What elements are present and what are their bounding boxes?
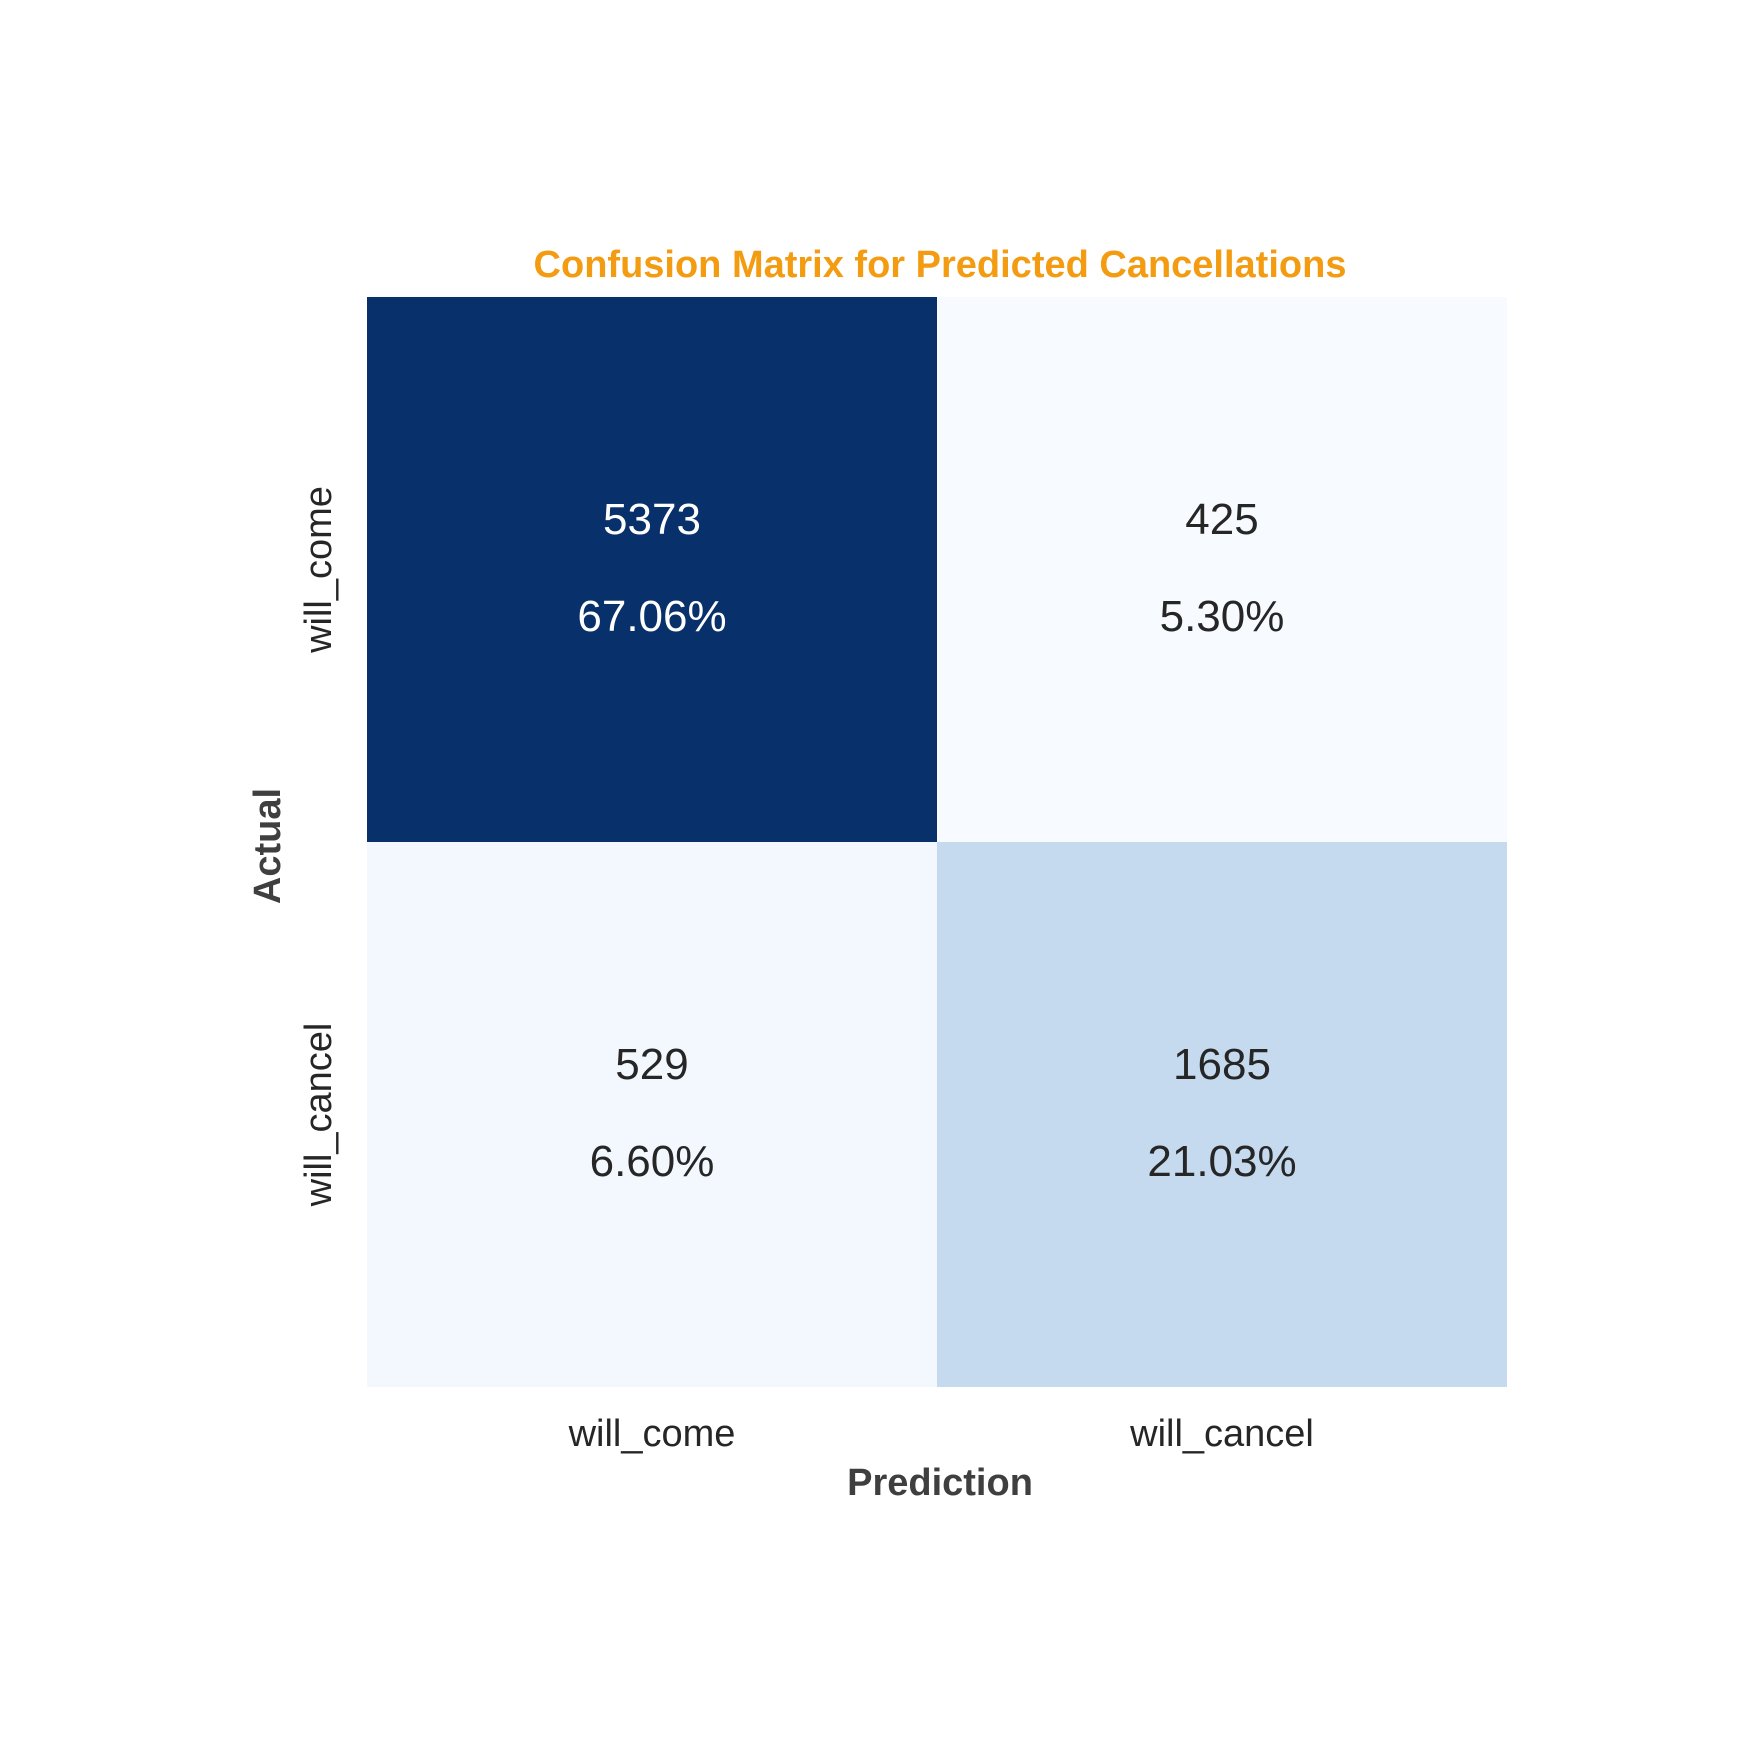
cell-percent-label: 5.30%	[1160, 592, 1285, 641]
x-tick-label: will_come	[568, 1413, 736, 1455]
y-tick-label: will_come	[298, 486, 340, 654]
heatmap-cell	[367, 842, 937, 1387]
cell-percent-label: 6.60%	[590, 1137, 715, 1186]
heatmap-cell	[937, 842, 1507, 1387]
x-axis-label: Prediction	[847, 1462, 1033, 1504]
y-axis-ticks: will_come will_cancel	[298, 486, 340, 1207]
heatmap-cell-labels: 5373 67.06% 425 5.30% 529 6.60% 1685 21.03%	[577, 495, 1296, 1186]
heatmap-cells	[367, 297, 1507, 1387]
y-axis-label: Actual	[247, 788, 289, 904]
cell-count-label: 425	[1185, 495, 1258, 544]
heatmap-cell	[937, 297, 1507, 842]
heatmap-cell	[367, 297, 937, 842]
chart-title: Confusion Matrix for Predicted Cancellat…	[534, 244, 1347, 286]
cell-count-label: 5373	[603, 495, 701, 544]
cell-percent-label: 21.03%	[1147, 1137, 1296, 1186]
cell-count-label: 1685	[1173, 1040, 1271, 1089]
y-tick-label: will_cancel	[298, 1023, 340, 1208]
x-axis-ticks: will_come will_cancel	[568, 1413, 1314, 1455]
cell-count-label: 529	[615, 1040, 688, 1089]
cell-percent-label: 67.06%	[577, 592, 726, 641]
x-tick-label: will_cancel	[1129, 1413, 1314, 1455]
